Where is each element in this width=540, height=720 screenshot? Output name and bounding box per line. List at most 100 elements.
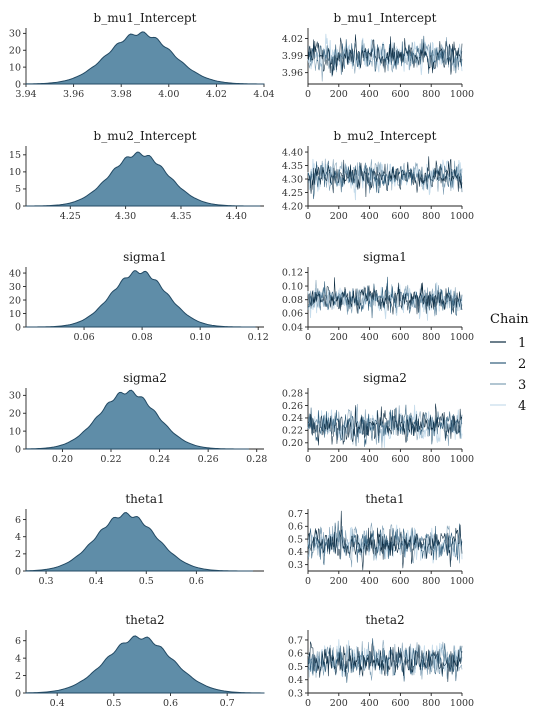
legend-label-2: 2 <box>518 357 526 372</box>
x-tick-label: 800 <box>422 454 440 465</box>
y-tick-label: 15 <box>9 150 21 161</box>
x-tick-label: 400 <box>361 576 379 587</box>
x-tick-label: 1000 <box>450 576 474 587</box>
x-tick-label: 200 <box>330 211 348 222</box>
y-tick-label: 0 <box>15 444 21 455</box>
trace-line-chain-2 <box>307 638 463 683</box>
x-tick-label: 4.25 <box>60 211 81 222</box>
y-tick-label: 2 <box>15 549 21 560</box>
y-tick-label: 0.4 <box>288 547 303 558</box>
x-tick-label: 0.26 <box>198 454 219 465</box>
density-area <box>25 270 256 328</box>
y-tick-label: 20 <box>9 46 21 57</box>
panel-title: sigma2 <box>363 371 407 385</box>
y-tick-label: 4.35 <box>282 161 303 172</box>
x-tick-label: 0.7 <box>220 698 235 709</box>
panel-title: theta1 <box>365 492 404 506</box>
x-tick-label: 4.04 <box>253 89 274 100</box>
x-tick-label: 0.06 <box>73 332 94 343</box>
y-tick-label: 30 <box>9 391 21 402</box>
x-tick-label: 0 <box>305 89 311 100</box>
y-tick-label: 0.06 <box>282 309 303 320</box>
x-tick-label: 0.12 <box>248 332 269 343</box>
density-panel-b_mu1_Intercept: 3.94 3.96 3.98 4.00 4.02 4.04 0 10 20 30 b_mu1_Int… <box>9 11 275 100</box>
y-tick-label: 4.25 <box>282 188 303 199</box>
y-tick-label: 4 <box>15 653 21 664</box>
x-tick-label: 0.5 <box>106 698 121 709</box>
y-tick-label: 10 <box>9 62 21 73</box>
y-tick-label: 0.12 <box>282 268 303 279</box>
trace-panel-b_mu1_Intercept: 0 200 400 600 800 1000 3.96 3.99 4.02 b_mu1_Inter… <box>282 11 474 100</box>
y-tick-label: 0.20 <box>282 438 303 449</box>
legend-label-1: 1 <box>518 336 526 351</box>
x-tick-label: 0.24 <box>149 454 170 465</box>
y-tick-label: 10 <box>9 309 21 320</box>
y-tick-label: 3.99 <box>282 51 303 62</box>
y-tick-label: 5 <box>15 184 21 195</box>
trace-line-chain-1 <box>307 403 463 446</box>
y-tick-label: 4.20 <box>282 201 303 212</box>
x-tick-label: 0.6 <box>189 576 204 587</box>
trace-line-chain-1 <box>307 156 463 198</box>
y-tick-label: 0.3 <box>288 688 303 699</box>
legend-label-3: 3 <box>518 378 526 393</box>
legend-item-4: 4 <box>490 399 526 414</box>
x-tick-label: 800 <box>422 332 440 343</box>
x-tick-label: 0.22 <box>100 454 121 465</box>
x-tick-label: 0 <box>305 332 311 343</box>
y-tick-label: 0 <box>15 322 21 333</box>
x-tick-label: 0.4 <box>50 698 65 709</box>
x-tick-label: 1000 <box>450 332 474 343</box>
trace-panel-b_mu2_Intercept: 0 200 400 600 800 1000 4.20 4.25 4.30 4.35 4.40 b_m… <box>282 129 474 222</box>
x-tick-label: 0.20 <box>52 454 73 465</box>
y-tick-label: 30 <box>9 282 21 293</box>
x-tick-label: 600 <box>391 698 409 709</box>
panel-title: b_mu2_Intercept <box>94 129 197 143</box>
panels-group: 3.94 3.96 3.98 4.00 4.02 4.040102030b_mu1_Int… <box>9 11 474 709</box>
y-tick-label: 4.30 <box>282 174 303 185</box>
x-tick-label: 200 <box>330 332 348 343</box>
x-tick-label: 600 <box>391 89 409 100</box>
density-area <box>25 31 265 85</box>
x-tick-label: 4.02 <box>206 89 227 100</box>
y-tick-label: 6 <box>15 515 21 526</box>
x-tick-label: 1000 <box>450 698 474 709</box>
panel-title: sigma1 <box>363 250 407 264</box>
panel-title: b_mu2_Intercept <box>334 129 437 143</box>
y-tick-label: 40 <box>9 268 21 279</box>
x-tick-label: 600 <box>391 332 409 343</box>
x-tick-label: 4.00 <box>158 89 179 100</box>
density-panel-theta1: 0.3 0.4 0.5 0.6 0 2 4 6 theta1 <box>15 492 264 587</box>
panel-title: sigma1 <box>123 250 167 264</box>
y-tick-label: 4.02 <box>282 34 303 45</box>
density-area <box>25 151 261 207</box>
x-tick-label: 1000 <box>450 211 474 222</box>
x-tick-label: 3.96 <box>63 89 84 100</box>
y-tick-label: 6 <box>15 636 21 647</box>
y-tick-label: 3.96 <box>282 68 303 79</box>
panel-title: sigma2 <box>123 371 167 385</box>
density-panel-sigma2: 0.20 0.22 0.24 0.26 0.28 0 10 20 30 sigma2 <box>9 371 267 465</box>
density-area <box>25 635 265 694</box>
x-tick-label: 0.6 <box>163 698 178 709</box>
trace-panel-sigma2: 0 200 400 600 800 1000 0.200.22 0.240.26 0.28 sig… <box>282 371 474 465</box>
x-tick-label: 1000 <box>450 89 474 100</box>
y-tick-label: 0 <box>15 79 21 90</box>
x-tick-label: 600 <box>391 576 409 587</box>
legend-label-4: 4 <box>518 399 526 414</box>
y-tick-label: 20 <box>9 409 21 420</box>
y-tick-label: 20 <box>9 295 21 306</box>
panel-title: theta2 <box>125 613 164 627</box>
legend-title: Chain <box>490 312 529 327</box>
x-tick-label: 0.4 <box>89 576 104 587</box>
trace-line-chain-1 <box>307 277 463 315</box>
legend-item-1: 1 <box>490 336 526 351</box>
x-tick-label: 4.30 <box>115 211 136 222</box>
y-tick-label: 0.7 <box>288 509 303 520</box>
x-tick-label: 0.5 <box>139 576 154 587</box>
y-tick-label: 0.10 <box>282 281 303 292</box>
y-tick-label: 0.22 <box>282 426 303 437</box>
y-tick-label: 0.6 <box>288 522 303 533</box>
y-tick-label: 0.08 <box>282 295 303 306</box>
